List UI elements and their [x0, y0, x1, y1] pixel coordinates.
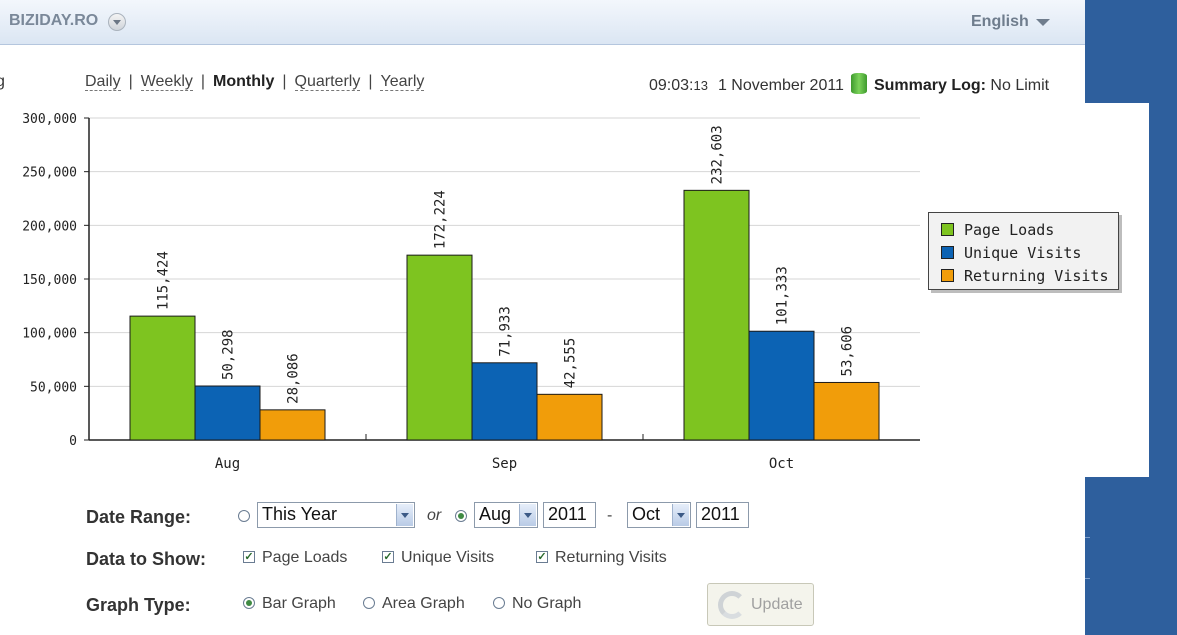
legend-label: Unique Visits: [964, 243, 1082, 262]
database-icon: [850, 73, 867, 94]
period-separator: |: [128, 73, 133, 90]
bar-graph-option[interactable]: Bar Graph: [262, 595, 336, 612]
chevron-down-icon: [672, 504, 689, 526]
period-monthly: Monthly: [213, 73, 275, 90]
legend-swatch: [941, 223, 954, 236]
period-separator: |: [282, 73, 287, 90]
site-dropdown-icon[interactable]: [108, 13, 126, 31]
legend-label: Returning Visits: [964, 266, 1109, 285]
period-nav: Daily | Weekly | Monthly | Quarterly | Yearly: [85, 73, 425, 91]
no-graph-radio[interactable]: [493, 597, 505, 609]
to-month-value: Oct: [632, 504, 661, 524]
legend-item-returning-visits: Returning Visits: [941, 264, 1118, 287]
data-label: 172,224: [433, 190, 449, 249]
sidebar-divider: [1085, 578, 1090, 579]
bar-graph-radio[interactable]: [243, 597, 255, 609]
returning-visits-checkbox[interactable]: ✓: [536, 551, 548, 563]
no-graph-option[interactable]: No Graph: [512, 595, 582, 612]
bar-unique-visits: [471, 362, 538, 441]
chevron-down-icon: [396, 504, 413, 526]
legend-swatch: [941, 246, 954, 259]
period-separator: |: [200, 73, 206, 90]
bar-returning-visits: [259, 409, 326, 441]
update-button[interactable]: Update: [707, 583, 814, 626]
y-tick-label: 100,000: [22, 327, 77, 342]
custom-range-radio[interactable]: [455, 510, 467, 522]
data-label: 232,603: [710, 125, 726, 184]
legend-item-page-loads: Page Loads: [941, 218, 1118, 241]
y-tick-label: 300,000: [22, 112, 77, 127]
chevron-down-icon: [519, 504, 536, 526]
clock-time: 09:03:: [649, 77, 694, 94]
current-date: 1 November 2011: [717, 77, 844, 94]
preset-range-value: This Year: [262, 504, 338, 524]
data-label: 101,333: [775, 266, 791, 325]
preset-range-select[interactable]: This Year: [257, 502, 415, 528]
data-label: 71,933: [498, 306, 514, 357]
bar-unique-visits: [194, 385, 261, 441]
data-label: 42,555: [563, 338, 579, 389]
chevron-down-icon[interactable]: [1036, 19, 1050, 26]
refresh-icon: [718, 591, 746, 619]
to-year-input[interactable]: 2011: [696, 502, 749, 528]
y-tick-label: 0: [69, 434, 77, 449]
bar-returning-visits: [536, 393, 603, 441]
period-separator: |: [368, 73, 373, 90]
top-header: BIZIDAY.RO English: [0, 0, 1085, 45]
sidebar-divider: [1085, 537, 1090, 538]
x-tick-label: Aug: [215, 456, 240, 472]
page-loads-option[interactable]: Page Loads: [262, 549, 348, 566]
clock-seconds: 13: [693, 78, 708, 93]
preset-range-radio[interactable]: [238, 510, 250, 522]
summary-log-value: No Limit: [990, 77, 1050, 94]
page-loads-checkbox[interactable]: ✓: [243, 551, 255, 563]
returning-visits-option[interactable]: Returning Visits: [555, 549, 667, 566]
unique-visits-checkbox[interactable]: ✓: [382, 551, 394, 563]
bar-page-loads: [129, 315, 196, 441]
to-month-select[interactable]: Oct: [627, 502, 691, 528]
x-tick-label: Oct: [769, 456, 794, 472]
data-label: 115,424: [156, 251, 172, 310]
period-weekly[interactable]: Weekly: [140, 73, 193, 91]
bar-unique-visits: [748, 330, 815, 441]
or-text: or: [427, 507, 442, 524]
from-month-select[interactable]: Aug: [474, 502, 538, 528]
legend-item-unique-visits: Unique Visits: [941, 241, 1118, 264]
data-label: 53,606: [840, 326, 856, 377]
y-tick-label: 150,000: [22, 273, 77, 288]
period-daily[interactable]: Daily: [85, 73, 121, 91]
clipped-text: g: [0, 73, 5, 90]
graph-type-label: Graph Type:: [86, 595, 191, 615]
x-tick-label: Sep: [492, 456, 517, 472]
bar-page-loads: [683, 189, 750, 441]
data-label: 50,298: [221, 329, 237, 380]
data-to-show-label: Data to Show:: [86, 549, 206, 569]
area-graph-option[interactable]: Area Graph: [382, 595, 465, 612]
range-dash: -: [607, 507, 613, 524]
from-month-value: Aug: [479, 504, 512, 524]
summary-log-label: Summary Log:: [873, 77, 986, 94]
unique-visits-option[interactable]: Unique Visits: [401, 549, 495, 566]
from-year-input[interactable]: 2011: [543, 502, 596, 528]
date-range-label: Date Range:: [86, 507, 192, 527]
period-yearly[interactable]: Yearly: [380, 73, 425, 91]
data-label: 28,086: [286, 353, 302, 404]
bar-page-loads: [406, 254, 473, 441]
chart-legend: Page Loads Unique Visits Returning Visit…: [928, 212, 1119, 290]
area-graph-radio[interactable]: [363, 597, 375, 609]
bar-chart: 0 50,000 100,000 150,000 200,000 250,000 300,0…: [22, 112, 920, 472]
bar-returning-visits: [813, 381, 880, 441]
y-tick-label: 200,000: [22, 219, 77, 234]
period-quarterly[interactable]: Quarterly: [294, 73, 361, 91]
y-tick-label: 250,000: [22, 166, 77, 181]
legend-swatch: [941, 269, 954, 282]
status-bar: 09:03:13 1 November 2011 Summary Log: No L…: [649, 73, 1049, 95]
y-tick-label: 50,000: [30, 380, 77, 395]
right-sidebar-panel: [1085, 103, 1149, 477]
site-name[interactable]: BIZIDAY.RO: [9, 12, 99, 29]
language-selector[interactable]: English: [971, 13, 1029, 30]
legend-label: Page Loads: [964, 220, 1055, 239]
update-label: Update: [751, 596, 803, 613]
